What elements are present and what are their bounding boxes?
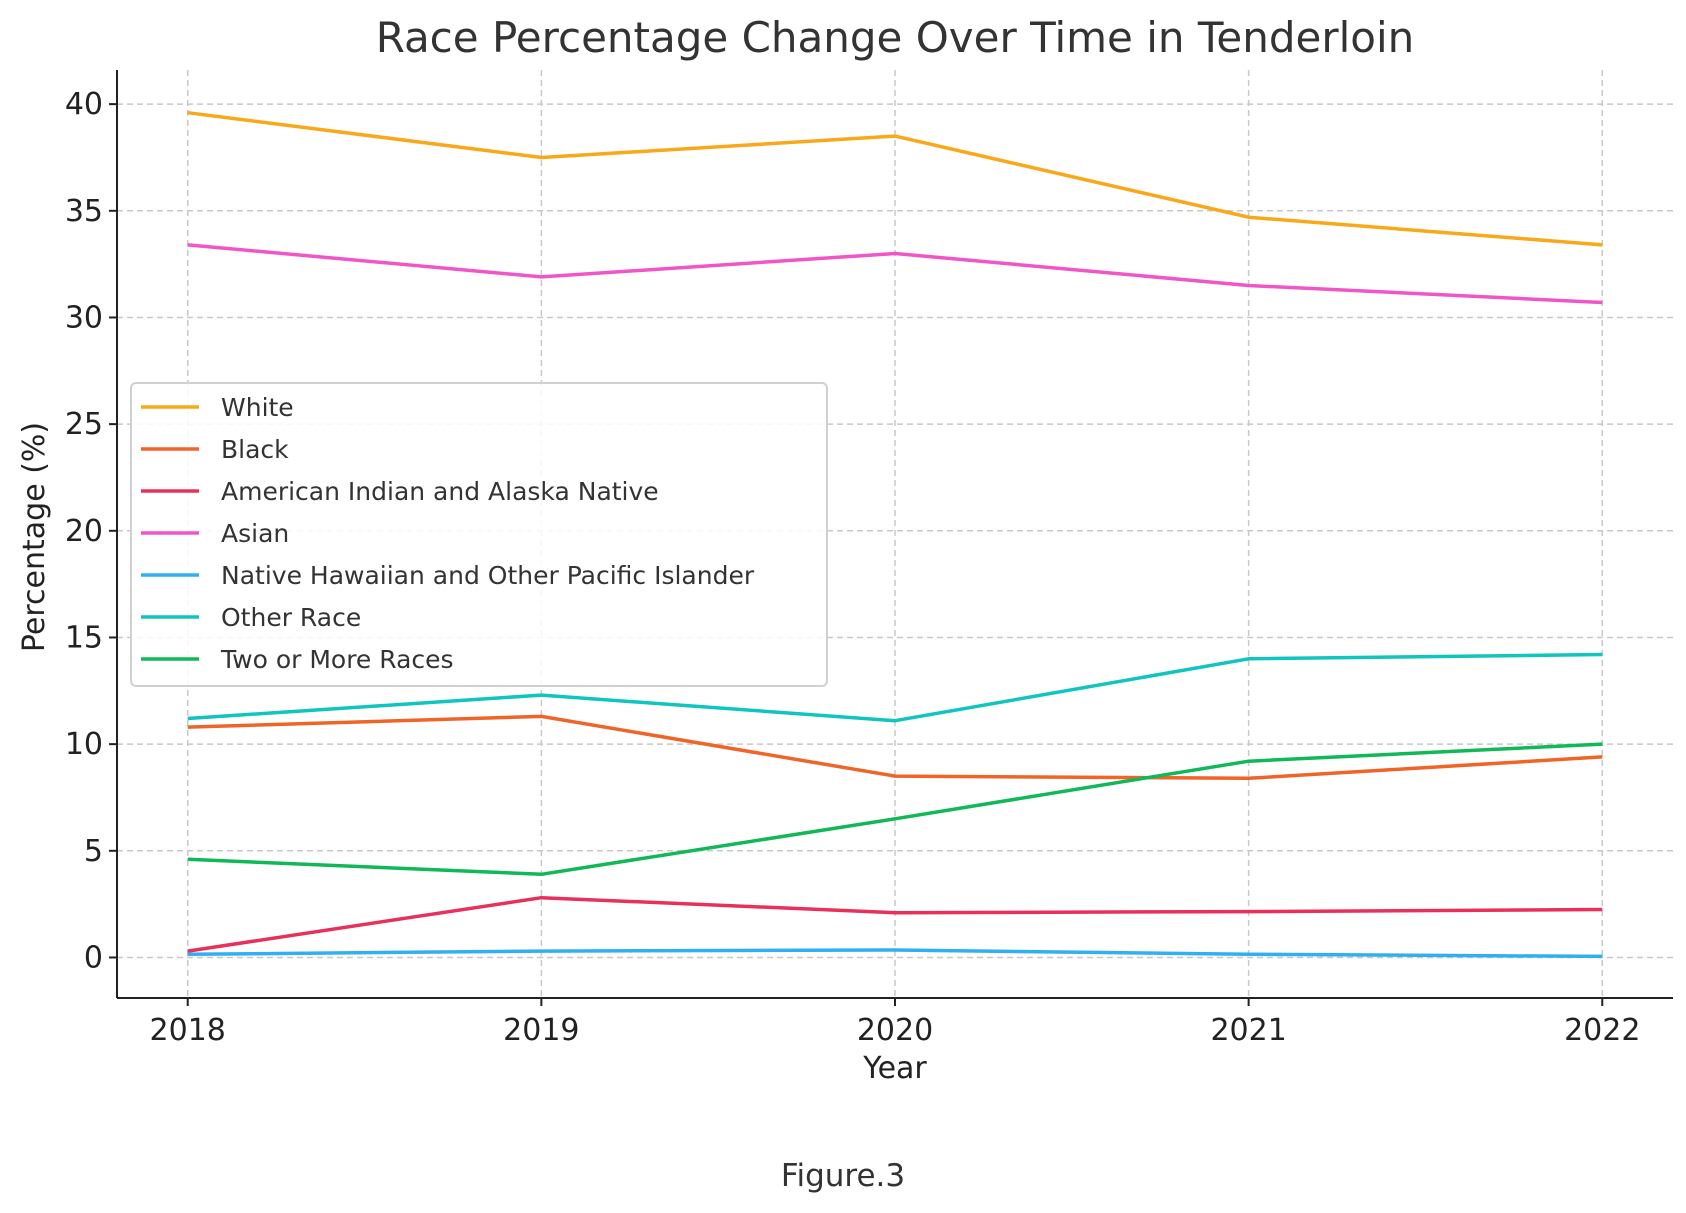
series-line-1 — [187, 714, 1603, 781]
x-axis-label: Year — [862, 1051, 927, 1086]
legend-label-3: Asian — [221, 519, 289, 548]
series-lines — [187, 110, 1603, 959]
x-tick-label-4: 2022 — [1564, 1013, 1640, 1048]
series-line-2 — [187, 895, 1603, 953]
x-tick-label-1: 2019 — [503, 1013, 579, 1048]
y-tick-label-0: 0 — [84, 940, 103, 975]
grid — [117, 70, 1673, 998]
legend-label-5: Other Race — [221, 603, 361, 632]
y-tick-label-6: 30 — [65, 300, 103, 335]
legend-label-6: Two or More Races — [220, 645, 454, 674]
legend-label-0: White — [221, 393, 294, 422]
y-tick-label-5: 25 — [65, 407, 103, 442]
legend-label-2: American Indian and Alaska Native — [221, 477, 659, 506]
figure-caption: Figure.3 — [780, 1158, 906, 1194]
x-tick-label-0: 2018 — [150, 1013, 226, 1048]
legend-label-1: Black — [221, 435, 289, 464]
y-tick-label-3: 15 — [65, 620, 103, 655]
y-tick-label-7: 35 — [65, 194, 103, 229]
y-tick-label-2: 10 — [65, 727, 103, 762]
y-axis-ticks: 0 5 10 15 20 25 30 35 40 — [65, 87, 117, 975]
series-line-0 — [187, 110, 1603, 247]
y-tick-label-4: 20 — [65, 514, 103, 549]
y-tick-label-8: 40 — [65, 87, 103, 122]
x-tick-label-2: 2020 — [857, 1013, 933, 1048]
legend: White Black American Indian and Alaska Nat… — [130, 382, 828, 687]
series-line-6 — [187, 742, 1603, 877]
legend-label-4: Native Hawaiian and Other Pacific Island… — [221, 561, 755, 590]
x-tick-label-3: 2021 — [1210, 1013, 1286, 1048]
x-axis-ticks: 2018 2019 2020 2021 2022 — [150, 998, 1640, 1048]
y-axis-label: Percentage (%) — [17, 422, 52, 652]
series-line-5 — [187, 652, 1603, 723]
legend-box — [130, 382, 828, 687]
series-line-3 — [187, 243, 1603, 305]
y-tick-label-1: 5 — [84, 834, 103, 869]
series-line-4 — [187, 948, 1603, 959]
chart-title: Race Percentage Change Over Time in Tend… — [376, 13, 1415, 62]
